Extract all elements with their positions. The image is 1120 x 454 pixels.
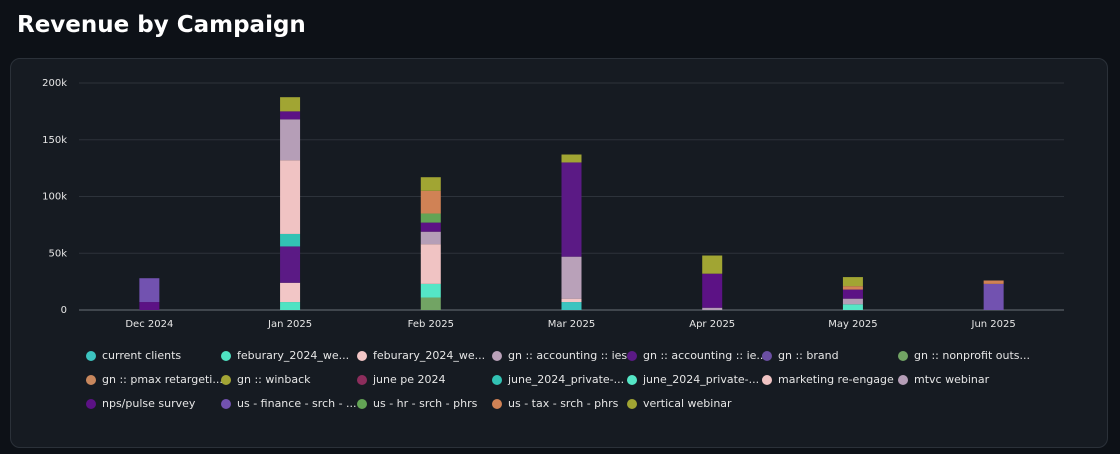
x-tick-label: Mar 2025 [548,319,596,330]
bar-segment [280,160,301,234]
legend-swatch [357,399,367,409]
legend-swatch [221,375,231,385]
legend-label: us - tax - srch - phrs [508,397,619,410]
legend-swatch [898,351,908,361]
legend-label: june_2024_private-... [507,373,624,386]
legend-label: june pe 2024 [372,373,446,386]
bar-segment [280,111,301,120]
legend-swatch [221,399,231,409]
x-tick-label: Feb 2025 [408,319,454,330]
legend-label: june_2024_private-... [642,373,759,386]
legend-swatch [762,375,772,385]
legend-label: gn :: brand [778,349,839,362]
chart-title: Revenue by Campaign [17,12,306,38]
legend-swatch [627,351,637,361]
legend-label: vertical webinar [643,397,732,410]
y-tick-label: 200k [42,78,67,89]
bar-segment [420,283,441,298]
bar-segment [842,304,863,310]
bar-segment [842,277,863,287]
bar-segment [561,154,582,163]
bar-segment [702,273,723,308]
legend-label: gn :: accounting :: ie... [643,349,767,362]
legend-label: mtvc webinar [914,373,990,386]
legend-label: current clients [102,349,181,362]
bar-segment [280,233,301,247]
legend-swatch [627,399,637,409]
bar-segment [420,244,441,284]
bar-segment [561,298,582,303]
bar-segment [702,255,723,274]
bar-segment [420,177,441,191]
chart: 0 50k 100k 150k 200k Dec 2024 Jan 2025 Feb 2025… [42,78,1064,410]
legend-label: gn :: accounting :: ies [508,349,627,362]
bar-segment [842,298,863,305]
legend-swatch [357,375,367,385]
bar-segment [420,297,441,310]
bar-segment [280,119,301,161]
legend-swatch [86,351,96,361]
y-tick-label: 150k [42,135,67,146]
bar-segment [280,246,301,283]
bar-segment [842,286,863,290]
bar-segment [139,278,160,303]
legend-swatch [627,375,637,385]
y-tick-label: 100k [42,192,67,203]
chart-card: 0 50k 100k 150k 200k Dec 2024 Jan 2025 Feb 2025… [10,58,1108,448]
legend-swatch [86,375,96,385]
bar-segment [983,283,1004,310]
legend-label: nps/pulse survey [102,397,196,410]
bar-segment [702,307,723,310]
legend-swatch [898,375,908,385]
y-tick-label: 0 [61,305,67,316]
x-tick-label: Dec 2024 [125,319,173,330]
bar-segment [280,302,301,310]
bar-segment [420,231,441,245]
legend-swatch [357,351,367,361]
legend-swatch [492,375,502,385]
x-tick-label: Jan 2025 [267,319,312,330]
legend-label: feburary_2024_we... [237,349,349,362]
y-tick-label: 50k [48,248,67,259]
x-tick-label: May 2025 [828,319,877,330]
bar-segment [280,97,301,112]
legend-label: us - hr - srch - phrs [373,397,478,410]
bar-segment [561,302,582,310]
legend-label: gn :: pmax retargeti... [102,373,223,386]
legend-label: marketing re-engage [778,373,894,386]
bar-segment [420,190,441,214]
legend-label: gn :: nonprofit outs... [914,349,1030,362]
legend-swatch [492,399,502,409]
x-tick-label: Apr 2025 [689,319,735,330]
bar-segment [420,213,441,223]
legend-swatch [762,351,772,361]
legend-label: us - finance - srch - ... [237,397,357,410]
bar-segment [280,282,301,303]
legend-swatch [86,399,96,409]
bar-segment [842,289,863,299]
x-tick-label: Jun 2025 [971,319,1016,330]
legend-swatch [221,351,231,361]
bar-segment [983,280,1004,284]
bar-segment [420,222,441,232]
legend-label: feburary_2024_we... [373,349,485,362]
bar-segment [139,302,160,310]
bar-segment [561,256,582,299]
bar-segment [561,162,582,257]
legend-swatch [492,351,502,361]
legend-label: gn :: winback [237,373,311,386]
